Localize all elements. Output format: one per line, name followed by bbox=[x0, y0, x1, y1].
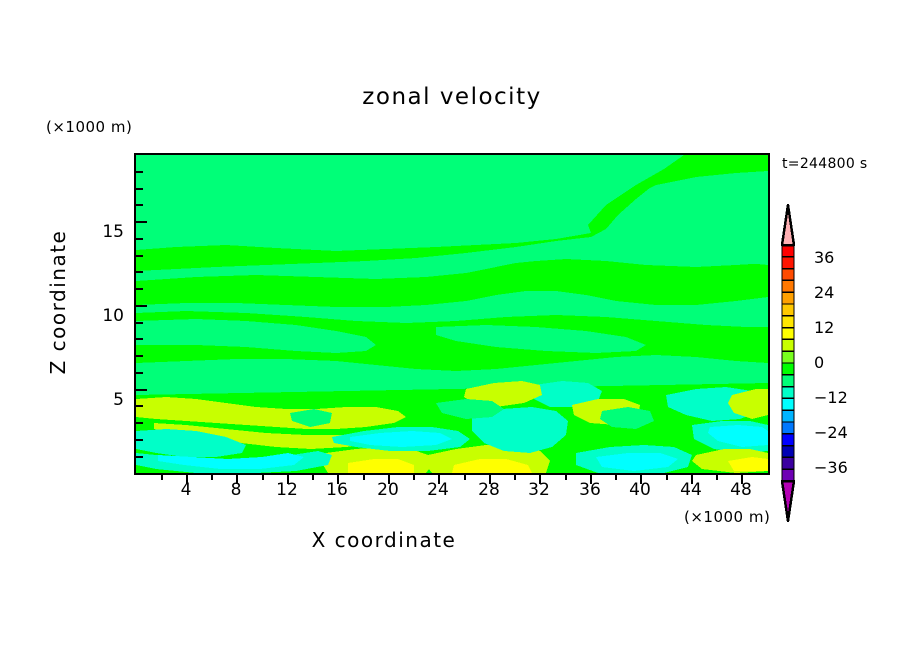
colorbar-tick-label: 0 bbox=[814, 353, 825, 372]
y-tick-label: 10 bbox=[102, 306, 124, 326]
x-major-tick bbox=[236, 473, 238, 484]
x-major-tick bbox=[539, 473, 541, 484]
x-minor-tick bbox=[161, 473, 163, 480]
y-axis-title: Z coordinate bbox=[46, 229, 70, 375]
y-minor-tick bbox=[136, 188, 143, 190]
colorbar-band bbox=[781, 444, 795, 459]
x-tick-label: 44 bbox=[680, 480, 702, 500]
x-tick-label: 16 bbox=[326, 480, 348, 500]
x-major-tick bbox=[691, 473, 693, 484]
colorbar-tick-label: 36 bbox=[814, 248, 835, 267]
x-minor-tick bbox=[716, 473, 718, 480]
colorbar-band bbox=[781, 362, 795, 376]
x-major-tick bbox=[186, 473, 188, 484]
y-major-tick bbox=[136, 221, 147, 223]
x-major-tick bbox=[489, 473, 491, 484]
y-minor-tick bbox=[136, 271, 143, 273]
x-major-tick bbox=[741, 473, 743, 484]
x-minor-tick bbox=[464, 473, 466, 480]
colorbar-tick-label: −24 bbox=[814, 423, 848, 442]
y-minor-tick bbox=[136, 322, 143, 324]
x-tick-label: 32 bbox=[528, 480, 550, 500]
colorbar-band bbox=[781, 256, 795, 270]
x-minor-tick bbox=[363, 473, 365, 480]
x-minor-tick bbox=[262, 473, 264, 480]
x-minor-tick bbox=[312, 473, 314, 480]
x-major-tick bbox=[640, 473, 642, 484]
y-major-tick bbox=[136, 389, 147, 391]
x-major-tick bbox=[438, 473, 440, 484]
x-minor-tick bbox=[211, 473, 213, 480]
colorbar-band bbox=[781, 303, 795, 317]
colorbar-tick-label: 12 bbox=[814, 318, 835, 337]
colorbar-band bbox=[781, 421, 795, 435]
colorbar bbox=[778, 203, 818, 523]
colorbar-band bbox=[781, 291, 795, 306]
colorbar-over-cap bbox=[780, 203, 796, 247]
x-tick-label: 36 bbox=[579, 480, 601, 500]
x-minor-tick bbox=[666, 473, 668, 480]
x-major-tick bbox=[287, 473, 289, 484]
colorbar-tick-label: 24 bbox=[814, 283, 835, 302]
colorbar-band bbox=[781, 468, 795, 483]
y-minor-tick bbox=[136, 456, 143, 458]
colorbar-band bbox=[781, 326, 795, 341]
y-minor-tick bbox=[136, 171, 143, 173]
x-tick-label: 12 bbox=[276, 480, 298, 500]
y-minor-tick bbox=[136, 355, 143, 357]
y-minor-tick bbox=[136, 288, 143, 290]
y-minor-tick bbox=[136, 204, 143, 206]
y-minor-tick bbox=[136, 422, 143, 424]
colorbar-band bbox=[781, 244, 795, 258]
y-minor-tick bbox=[136, 338, 143, 340]
x-minor-tick bbox=[413, 473, 415, 480]
colorbar-band bbox=[781, 456, 795, 471]
colorbar-band bbox=[781, 338, 795, 353]
y-axis-unit-label: (×1000 m) bbox=[46, 118, 133, 136]
colorbar-band bbox=[781, 409, 795, 424]
time-annotation: t=244800 s bbox=[782, 156, 868, 172]
x-major-tick bbox=[590, 473, 592, 484]
y-major-tick bbox=[136, 305, 147, 307]
x-major-tick bbox=[388, 473, 390, 484]
y-minor-tick bbox=[136, 439, 143, 441]
x-tick-label: 20 bbox=[377, 480, 399, 500]
colorbar-band bbox=[781, 433, 795, 447]
y-minor-tick bbox=[136, 238, 143, 240]
colorbar-tick-label: −12 bbox=[814, 388, 848, 407]
x-axis-title: X coordinate bbox=[311, 528, 457, 552]
y-tick-label: 5 bbox=[113, 390, 124, 410]
x-tick-label: 48 bbox=[730, 480, 752, 500]
colorbar-band bbox=[781, 315, 795, 329]
colorbar-band bbox=[781, 374, 795, 388]
colorbar-band bbox=[781, 385, 795, 400]
contour-plot-area bbox=[136, 155, 768, 473]
x-major-tick bbox=[337, 473, 339, 484]
x-tick-label: 40 bbox=[629, 480, 651, 500]
colorbar-under-cap bbox=[780, 479, 796, 523]
colorbar-tick-label: −36 bbox=[814, 458, 848, 477]
x-axis-unit-label: (×1000 m) bbox=[684, 508, 771, 526]
x-tick-label: 28 bbox=[478, 480, 500, 500]
colorbar-band bbox=[781, 267, 795, 282]
x-minor-tick bbox=[615, 473, 617, 480]
colorbar-band bbox=[781, 279, 795, 294]
x-tick-label: 8 bbox=[230, 480, 242, 500]
x-tick-label: 24 bbox=[427, 480, 449, 500]
y-minor-tick bbox=[136, 405, 143, 407]
y-minor-tick bbox=[136, 372, 143, 374]
y-tick-label: 15 bbox=[102, 222, 124, 242]
page-title: zonal velocity bbox=[362, 84, 542, 110]
x-tick-label: 4 bbox=[180, 480, 192, 500]
x-minor-tick bbox=[565, 473, 567, 480]
colorbar-band bbox=[781, 397, 795, 412]
colorbar-band bbox=[781, 350, 795, 365]
y-minor-tick bbox=[136, 255, 143, 257]
x-minor-tick bbox=[514, 473, 516, 480]
